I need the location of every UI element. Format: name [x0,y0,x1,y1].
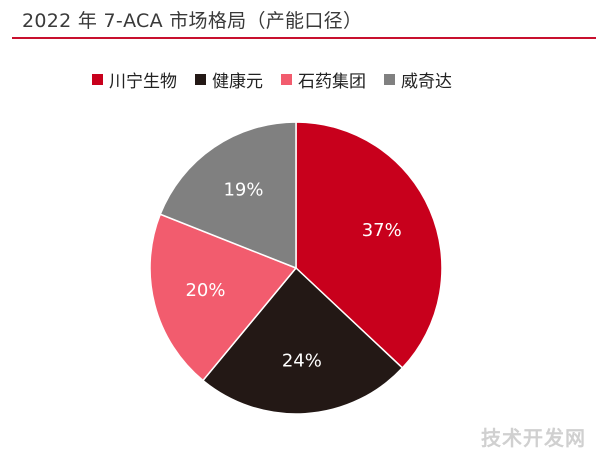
legend-swatch [281,74,292,85]
title-rule [12,37,596,39]
legend-item-shiyao: 石药集团 [281,67,366,92]
slice-chuanning [295,121,443,370]
data-label: 19% [223,180,263,201]
chart-title: 2022 年 7-ACA 市场格局（产能口径） [22,10,363,32]
legend-item-chuanning: 川宁生物 [92,67,177,92]
legend-label: 石药集团 [298,72,366,92]
legend-swatch [384,74,395,85]
slice-shiyao [149,213,298,382]
legend-label: 川宁生物 [109,72,177,92]
data-label: 24% [282,350,322,371]
pie-slices [149,121,443,415]
legend-label: 威奇达 [401,72,452,92]
legend-item-weiqida: 威奇达 [384,67,452,92]
data-label: 37% [362,220,402,241]
pie-labels: 37% 24% 20% 19% [185,180,401,372]
legend-item-jiankangyuan: 健康元 [195,67,263,92]
slice-weiqida [159,121,297,270]
data-label: 20% [185,280,225,301]
legend-swatch [195,74,206,85]
slice-jiankangyuan [201,266,404,415]
legend: 川宁生物 健康元 石药集团 威奇达 [92,67,452,92]
legend-label: 健康元 [212,72,263,92]
watermark: 技术开发网 [481,426,586,450]
legend-swatch [92,74,103,85]
